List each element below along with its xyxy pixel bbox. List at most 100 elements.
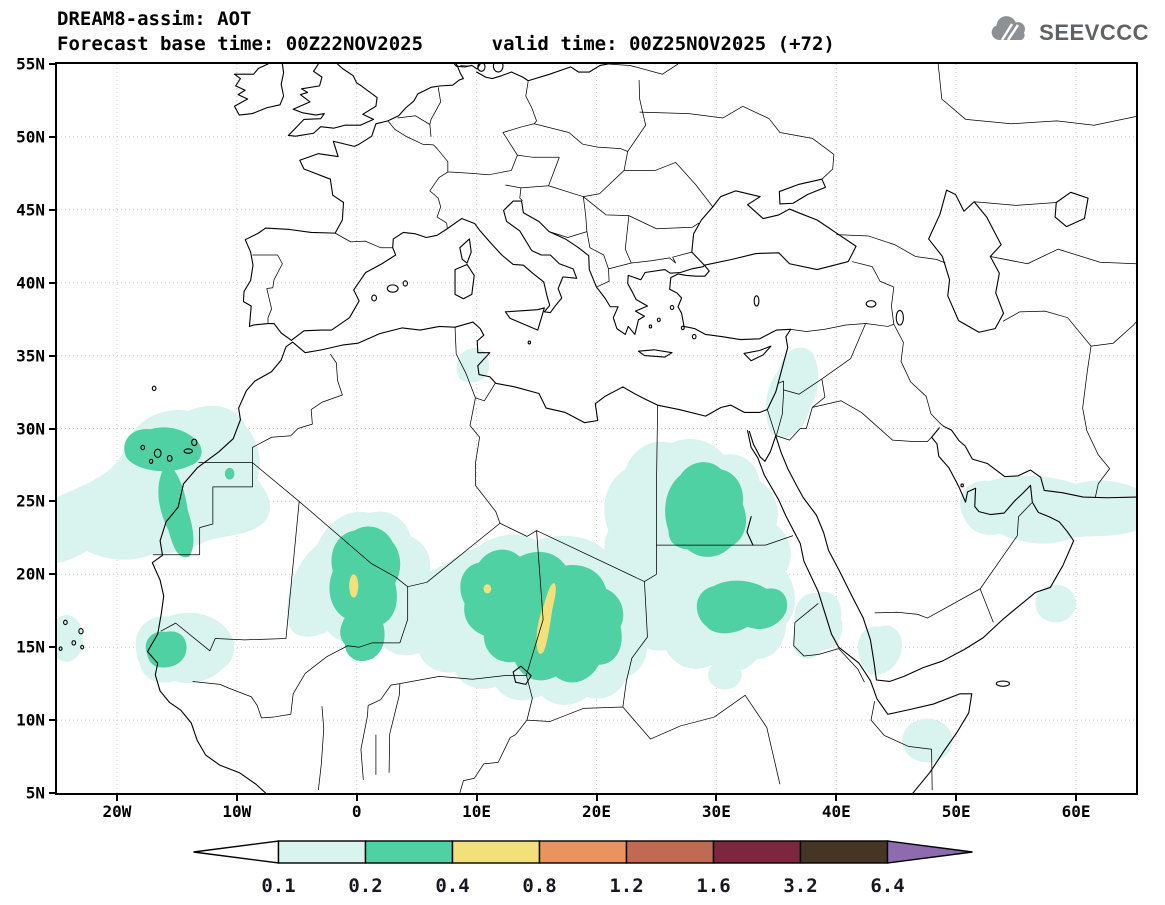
lat-tick-mark [49, 135, 57, 138]
lat-tick-mark [49, 281, 57, 284]
colorbar-segment [364, 840, 453, 864]
borders-africa [153, 327, 932, 793]
lon-tick-mark [715, 793, 718, 801]
colorbar-label: 0.4 [435, 875, 469, 897]
aot-region [329, 526, 401, 662]
island-crete [638, 350, 672, 357]
lat-tick-label: 40N [16, 273, 45, 293]
coastlines [59, 64, 1136, 793]
aot-region [57, 615, 84, 662]
borders-europe [252, 64, 1136, 324]
colorbar-label: 0.8 [522, 875, 556, 897]
lat-tick-mark [49, 573, 57, 576]
lat-tick-mark [49, 354, 57, 357]
island-ibiza [372, 295, 377, 301]
lat-tick-mark [49, 208, 57, 211]
forecast-time-subtitle: Forecast base time: 00Z22NOV2025 valid t… [57, 33, 835, 55]
map-canvas: 55N 50N 45N 40N 35N 30N 25N 20N 15N 10N 5N 20W 10W 0 1… [16, 55, 1138, 821]
lat-tick-label: 15N [16, 637, 45, 657]
coastline-west-africa-mediterranean [148, 266, 791, 793]
aot-region [960, 475, 1136, 544]
lake-tuz [754, 296, 759, 306]
aot-region [792, 591, 843, 659]
lat-tick-mark [49, 427, 57, 430]
aot-region [224, 467, 235, 480]
seevccc-logo: SEEVCCC [988, 16, 1149, 50]
lat-tick-label: 10N [16, 710, 45, 730]
island-corsica [460, 239, 471, 263]
page-title: DREAM8-assim: AOT [57, 8, 252, 30]
colorbar-segment [451, 840, 540, 864]
lat-tick-label: 5N [25, 783, 45, 803]
colorbar-label: 3.2 [783, 875, 817, 897]
lon-tick-label: 20E [582, 802, 611, 821]
aot-region [902, 718, 953, 763]
coastline-baltic-south [477, 64, 608, 81]
island-aegean [657, 318, 660, 321]
coastline-caspian-sea [929, 190, 1004, 332]
colorbar: 0.1 0.2 0.4 0.8 1.2 1.6 3.2 6.4 [192, 840, 973, 897]
aot-region [1035, 584, 1077, 623]
island-canary [141, 445, 145, 449]
island-aegean [681, 326, 684, 329]
aot-region [145, 631, 187, 668]
colorbar-label: 1.6 [696, 875, 730, 897]
lat-tick-mark [49, 63, 57, 65]
island-cape-verde [64, 620, 68, 624]
aot-region [536, 583, 556, 654]
coastline-denmark [454, 64, 480, 69]
map-layer [57, 64, 1136, 793]
aot-level-04-layer [349, 574, 556, 654]
coastline-black-sea [692, 191, 856, 270]
coastline-sea-of-azov [779, 179, 825, 204]
colorbar-segment [538, 840, 627, 864]
island-mallorca [387, 285, 398, 292]
coastline-iberia-france-north-sea [243, 64, 463, 340]
lat-tick-label: 25N [16, 491, 45, 511]
island-socotra [996, 681, 1009, 686]
lat-tick-label: 45N [16, 200, 45, 220]
lat-tick-label: 30N [16, 419, 45, 438]
coastline-sinai-arabia [749, 428, 1073, 682]
island-cyprus [744, 346, 771, 361]
lake-urmia [896, 310, 903, 325]
logo-text: SEEVCCC [1039, 20, 1149, 45]
lon-tick-label: 0 [351, 802, 362, 821]
island-menorca [403, 281, 407, 286]
colorbar-segment [625, 840, 714, 864]
colorbar-label: 6.4 [870, 875, 904, 897]
lat-tick-mark [49, 500, 57, 503]
aot-region [665, 462, 747, 557]
lon-tick-label: 20W [102, 802, 132, 821]
colorbar-label: 0.2 [348, 875, 382, 897]
lon-tick-mark [115, 793, 118, 801]
lon-tick-label: 10W [222, 802, 252, 821]
aot-region [857, 625, 903, 675]
colorbar-segment [277, 840, 366, 864]
island-cape-verde [72, 641, 76, 645]
lon-tick-label: 50E [941, 802, 971, 821]
island-canary [149, 459, 152, 463]
coastline-ireland [234, 64, 283, 115]
colorbar-segment [799, 840, 888, 864]
lon-tick-mark [1075, 793, 1078, 801]
lon-tick-label: 10E [462, 802, 492, 821]
lat-tick-label: 35N [16, 346, 45, 366]
coastline-iran-gulf [944, 426, 1136, 497]
island-cape-verde [79, 629, 83, 634]
island-canary [154, 449, 161, 457]
lon-tick-mark [355, 793, 358, 801]
aot-region [158, 466, 194, 558]
island-canary [192, 439, 197, 445]
aot-region [707, 660, 742, 690]
lat-tick-mark [49, 792, 57, 794]
lon-tick-label: 60E [1061, 802, 1091, 821]
island-rhodes [692, 334, 696, 338]
island-bahrain [961, 484, 963, 487]
island-sicily [505, 308, 544, 330]
island-danish [478, 64, 485, 71]
lat-tick-label: 55N [16, 54, 45, 74]
lon-tick-mark [235, 793, 238, 801]
island-sardinia [455, 264, 474, 298]
cloud-logo-icon [988, 16, 1034, 50]
